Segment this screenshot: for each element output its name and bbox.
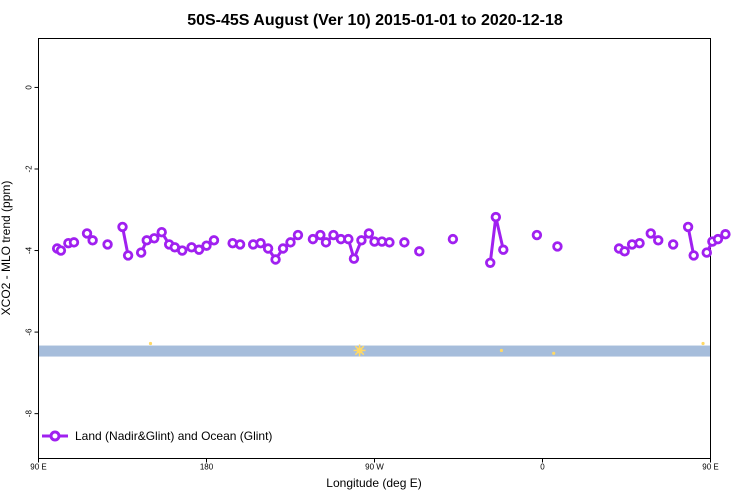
data-point (262, 243, 274, 254)
data-point (292, 229, 304, 241)
x-axis-label: Longitude (deg E) (326, 476, 421, 490)
y-axis-label: XCO2 - MLO trend (ppm) (0, 181, 13, 316)
data-point (193, 244, 205, 255)
data-point (255, 237, 266, 249)
data-point (320, 237, 332, 248)
data-point (348, 253, 360, 264)
marker-point-3 (552, 351, 556, 355)
legend: Land (Nadir&Glint) and Ocean (Glint) (42, 429, 272, 443)
marker-point-2 (499, 348, 504, 353)
x-tick-label: 90 E (30, 463, 46, 472)
series-line-segment (488, 215, 505, 263)
data-point (277, 243, 289, 254)
marker-ray (359, 345, 365, 351)
data-point (720, 229, 731, 240)
marker-point-4 (701, 341, 705, 346)
data-point (315, 229, 326, 241)
y-tick-label: 0 (25, 85, 34, 90)
data-point (363, 228, 375, 239)
y-tick-label: -8 (25, 410, 34, 418)
y-tick-label: -6 (25, 328, 34, 336)
y-tick-label: -4 (25, 246, 34, 254)
y-axis: 0 -2 -4 -6 -8 (25, 85, 39, 418)
background-band (39, 345, 710, 357)
data-point (653, 235, 664, 246)
data-point (384, 237, 395, 248)
marker-layer (148, 341, 705, 357)
legend-marker-swatch (49, 430, 61, 442)
data-point (208, 235, 220, 246)
data-point (634, 237, 645, 249)
data-point (285, 237, 296, 248)
data-point (447, 233, 459, 245)
data-point (234, 239, 246, 250)
x-tick-label: 180 (200, 463, 214, 472)
data-point (485, 257, 496, 268)
data-point (135, 247, 147, 258)
data-point (490, 211, 502, 223)
data-point (531, 229, 543, 241)
data-point (343, 233, 354, 245)
data-point (328, 229, 339, 241)
x-tick-label: 90 W (365, 463, 384, 472)
data-point (688, 250, 699, 261)
x-axis: 90 E 180 90 W 0 90 E (30, 458, 719, 472)
data-point (117, 221, 128, 233)
x-tick-label: 90 E (702, 463, 718, 472)
series-layer (51, 211, 731, 268)
y-tick-label: -2 (25, 165, 34, 173)
data-point (68, 237, 80, 248)
data-point (201, 240, 212, 251)
data-point (552, 241, 563, 252)
chart-title: 50S-45S August (Ver 10) 2015-01-01 to 20… (187, 12, 563, 29)
marker-point-0 (148, 341, 153, 346)
data-point (102, 239, 113, 250)
data-point (399, 237, 410, 248)
data-point (149, 233, 160, 244)
data-point (682, 221, 694, 233)
data-point (645, 228, 656, 239)
data-point (667, 239, 679, 250)
data-point (701, 247, 712, 258)
data-point (177, 245, 188, 256)
legend-label: Land (Nadir&Glint) and Ocean (Glint) (75, 429, 272, 443)
data-point (270, 254, 281, 265)
data-point (619, 246, 630, 257)
band-layer (39, 345, 710, 357)
data-point (81, 228, 93, 239)
plot-area (38, 38, 731, 459)
data-point (55, 245, 67, 256)
data-point (712, 233, 724, 245)
data-point (414, 246, 425, 257)
data-point (307, 233, 319, 245)
data-point (87, 235, 98, 246)
data-point (356, 235, 367, 246)
data-point (156, 226, 167, 238)
x-tick-label: 0 (540, 463, 545, 472)
data-point (498, 244, 509, 255)
data-point (122, 250, 134, 261)
